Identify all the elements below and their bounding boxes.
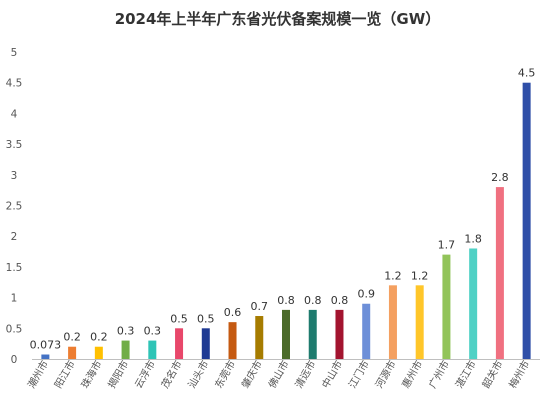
y-tick-label: 2 [11, 231, 18, 243]
bar-value-label: 0.5 [170, 312, 188, 325]
bar-value-label: 1.8 [464, 232, 482, 245]
y-tick-label: 1.5 [6, 262, 23, 274]
bar [282, 309, 290, 359]
bar-value-label: 0.3 [144, 325, 162, 338]
bar-value-label: 0.2 [63, 331, 81, 344]
bar-value-label: 0.073 [30, 339, 62, 352]
bar [442, 254, 451, 359]
bar [148, 340, 157, 359]
y-tick-label: 0.5 [6, 323, 23, 335]
chart-title: 2024年上半年广东省光伏备案规模一览（GW） [115, 10, 441, 28]
bar [94, 346, 103, 359]
bar-value-label: 0.9 [357, 288, 375, 301]
bar-value-label: 1.7 [438, 239, 456, 252]
bar [495, 187, 504, 359]
bar [175, 328, 184, 359]
bar-value-label: 1.2 [384, 269, 402, 282]
y-tick-label: 5 [11, 47, 18, 59]
bar-value-label: 0.2 [90, 331, 108, 344]
y-tick-label: 4.5 [6, 78, 23, 90]
bar [41, 354, 50, 359]
bar-value-label: 0.8 [277, 294, 295, 307]
bar [255, 316, 264, 359]
bar [469, 248, 478, 359]
bar [68, 346, 77, 359]
bar [308, 309, 317, 359]
bar-value-label: 0.5 [197, 312, 215, 325]
y-tick-label: 4 [11, 108, 18, 120]
bar-value-label: 1.2 [411, 269, 429, 282]
bar-value-label: 0.6 [224, 306, 242, 319]
y-tick-label: 3 [11, 170, 18, 182]
bar [522, 82, 531, 359]
bar-value-label: 4.5 [518, 67, 536, 80]
bar-value-label: 0.3 [117, 325, 135, 338]
y-tick-label: 1 [11, 293, 18, 305]
bar [121, 340, 130, 359]
bar-value-label: 2.8 [491, 171, 509, 184]
bar-value-label: 0.8 [304, 294, 322, 307]
y-tick-label: 3.5 [6, 139, 23, 151]
bar [335, 309, 344, 359]
bar-value-label: 0.8 [331, 294, 349, 307]
bar [228, 322, 237, 359]
bar-value-label: 0.7 [251, 300, 269, 313]
bar [362, 303, 371, 359]
bar [201, 328, 210, 359]
bar [415, 285, 424, 359]
bar [388, 285, 397, 359]
y-axis: 0 0.5 1 1.5 2 2.5 3 3.5 4 4.5 5 [6, 47, 23, 366]
y-tick-label: 0 [11, 354, 18, 366]
y-tick-label: 2.5 [6, 201, 23, 213]
